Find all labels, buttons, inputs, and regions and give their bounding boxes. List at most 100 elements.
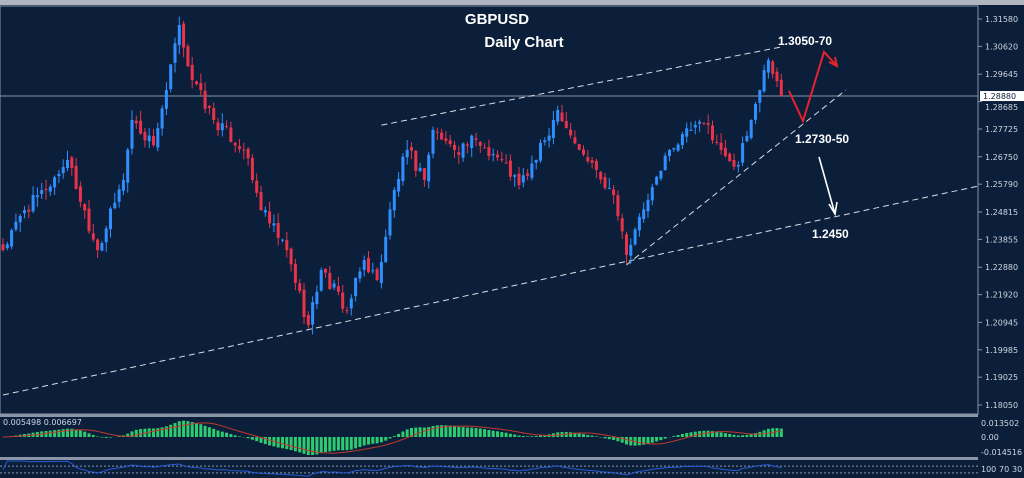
candle-body[interactable] <box>414 150 418 171</box>
candle-body[interactable] <box>723 147 727 157</box>
candle-body[interactable] <box>582 149 585 155</box>
candle-body[interactable] <box>371 270 375 272</box>
candle-body[interactable] <box>238 146 241 149</box>
candle-body[interactable] <box>668 149 671 156</box>
candle-body[interactable] <box>216 122 220 131</box>
candle-body[interactable] <box>143 132 147 141</box>
candle-body[interactable] <box>491 154 495 156</box>
candle-body[interactable] <box>306 315 310 326</box>
candle-body[interactable] <box>379 261 383 283</box>
candle-body[interactable] <box>293 263 297 283</box>
candle-body[interactable] <box>646 199 650 212</box>
candle-body[interactable] <box>650 187 654 201</box>
candle-body[interactable] <box>276 222 280 238</box>
candle-body[interactable] <box>212 108 216 120</box>
candle-body[interactable] <box>186 46 190 67</box>
candle-body[interactable] <box>758 90 762 103</box>
candle-body[interactable] <box>410 147 413 151</box>
trendline-upper-channel[interactable] <box>381 46 782 126</box>
candle-body[interactable] <box>762 70 766 92</box>
candle-body[interactable] <box>530 163 534 178</box>
candle-body[interactable] <box>560 112 564 122</box>
candle-body[interactable] <box>199 83 203 91</box>
candle-body[interactable] <box>448 140 452 145</box>
candle-body[interactable] <box>526 173 530 176</box>
candle-body[interactable] <box>113 202 117 209</box>
candle-body[interactable] <box>96 239 100 251</box>
candle-body[interactable] <box>405 149 409 158</box>
candle-body[interactable] <box>633 229 637 245</box>
candle-body[interactable] <box>711 125 714 141</box>
candle-body[interactable] <box>195 81 198 85</box>
candle-body[interactable] <box>547 135 551 141</box>
candle-body[interactable] <box>268 211 272 224</box>
candle-body[interactable] <box>345 309 349 311</box>
candle-body[interactable] <box>10 229 14 247</box>
candle-body[interactable] <box>152 135 155 146</box>
candle-body[interactable] <box>732 160 736 167</box>
candle-body[interactable] <box>779 79 783 97</box>
candle-body[interactable] <box>435 131 439 133</box>
candle-body[interactable] <box>259 191 263 211</box>
candle-body[interactable] <box>156 128 160 148</box>
candle-body[interactable] <box>31 194 35 212</box>
candle-body[interactable] <box>496 154 499 158</box>
candle-body[interactable] <box>242 149 246 151</box>
candle-body[interactable] <box>324 268 327 273</box>
candle-body[interactable] <box>775 71 779 82</box>
candle-body[interactable] <box>53 177 57 188</box>
candle-body[interactable] <box>470 135 474 149</box>
candle-body[interactable] <box>607 187 611 189</box>
candle-body[interactable] <box>315 291 319 305</box>
candle-body[interactable] <box>517 173 521 186</box>
candle-body[interactable] <box>564 121 568 129</box>
candle-body[interactable] <box>457 152 461 155</box>
candle-body[interactable] <box>504 162 508 164</box>
candle-body[interactable] <box>160 108 164 129</box>
candle-body[interactable] <box>27 209 31 212</box>
candle-body[interactable] <box>367 257 370 273</box>
candle-body[interactable] <box>130 119 134 149</box>
candle-body[interactable] <box>336 286 340 292</box>
candle-body[interactable] <box>298 283 302 292</box>
candle-body[interactable] <box>48 186 52 192</box>
candle-body[interactable] <box>637 216 641 231</box>
candle-body[interactable] <box>418 167 422 171</box>
candle-body[interactable] <box>534 159 538 163</box>
candle-body[interactable] <box>388 209 392 236</box>
candle-body[interactable] <box>173 43 177 63</box>
candle-body[interactable] <box>164 90 168 109</box>
candle-body[interactable] <box>117 189 121 202</box>
candle-body[interactable] <box>453 144 456 150</box>
candle-body[interactable] <box>590 160 594 163</box>
candle-body[interactable] <box>702 122 706 124</box>
candle-body[interactable] <box>87 208 91 232</box>
candle-body[interactable] <box>612 189 616 196</box>
candle-body[interactable] <box>61 167 65 174</box>
candle-body[interactable] <box>629 244 633 256</box>
candle-body[interactable] <box>577 143 581 150</box>
candle-body[interactable] <box>349 298 353 309</box>
candle-body[interactable] <box>401 156 405 182</box>
candle-body[interactable] <box>698 121 702 124</box>
candle-body[interactable] <box>78 186 82 202</box>
candle-body[interactable] <box>358 271 362 279</box>
candle-body[interactable] <box>70 157 74 168</box>
candle-body[interactable] <box>754 104 757 120</box>
candle-body[interactable] <box>685 128 689 137</box>
candle-body[interactable] <box>139 120 143 134</box>
candle-body[interactable] <box>680 134 684 145</box>
candle-body[interactable] <box>599 171 603 180</box>
candle-body[interactable] <box>594 160 598 170</box>
candle-body[interactable] <box>384 236 388 263</box>
candle-body[interactable] <box>766 60 770 73</box>
panel-divider[interactable] <box>0 457 978 460</box>
candle-body[interactable] <box>233 142 237 146</box>
candle-body[interactable] <box>328 272 332 290</box>
trendline-rising-support[interactable] <box>626 89 847 266</box>
candle-body[interactable] <box>225 126 229 128</box>
candle-body[interactable] <box>285 240 289 251</box>
candle-body[interactable] <box>311 302 315 325</box>
candle-body[interactable] <box>663 155 667 171</box>
